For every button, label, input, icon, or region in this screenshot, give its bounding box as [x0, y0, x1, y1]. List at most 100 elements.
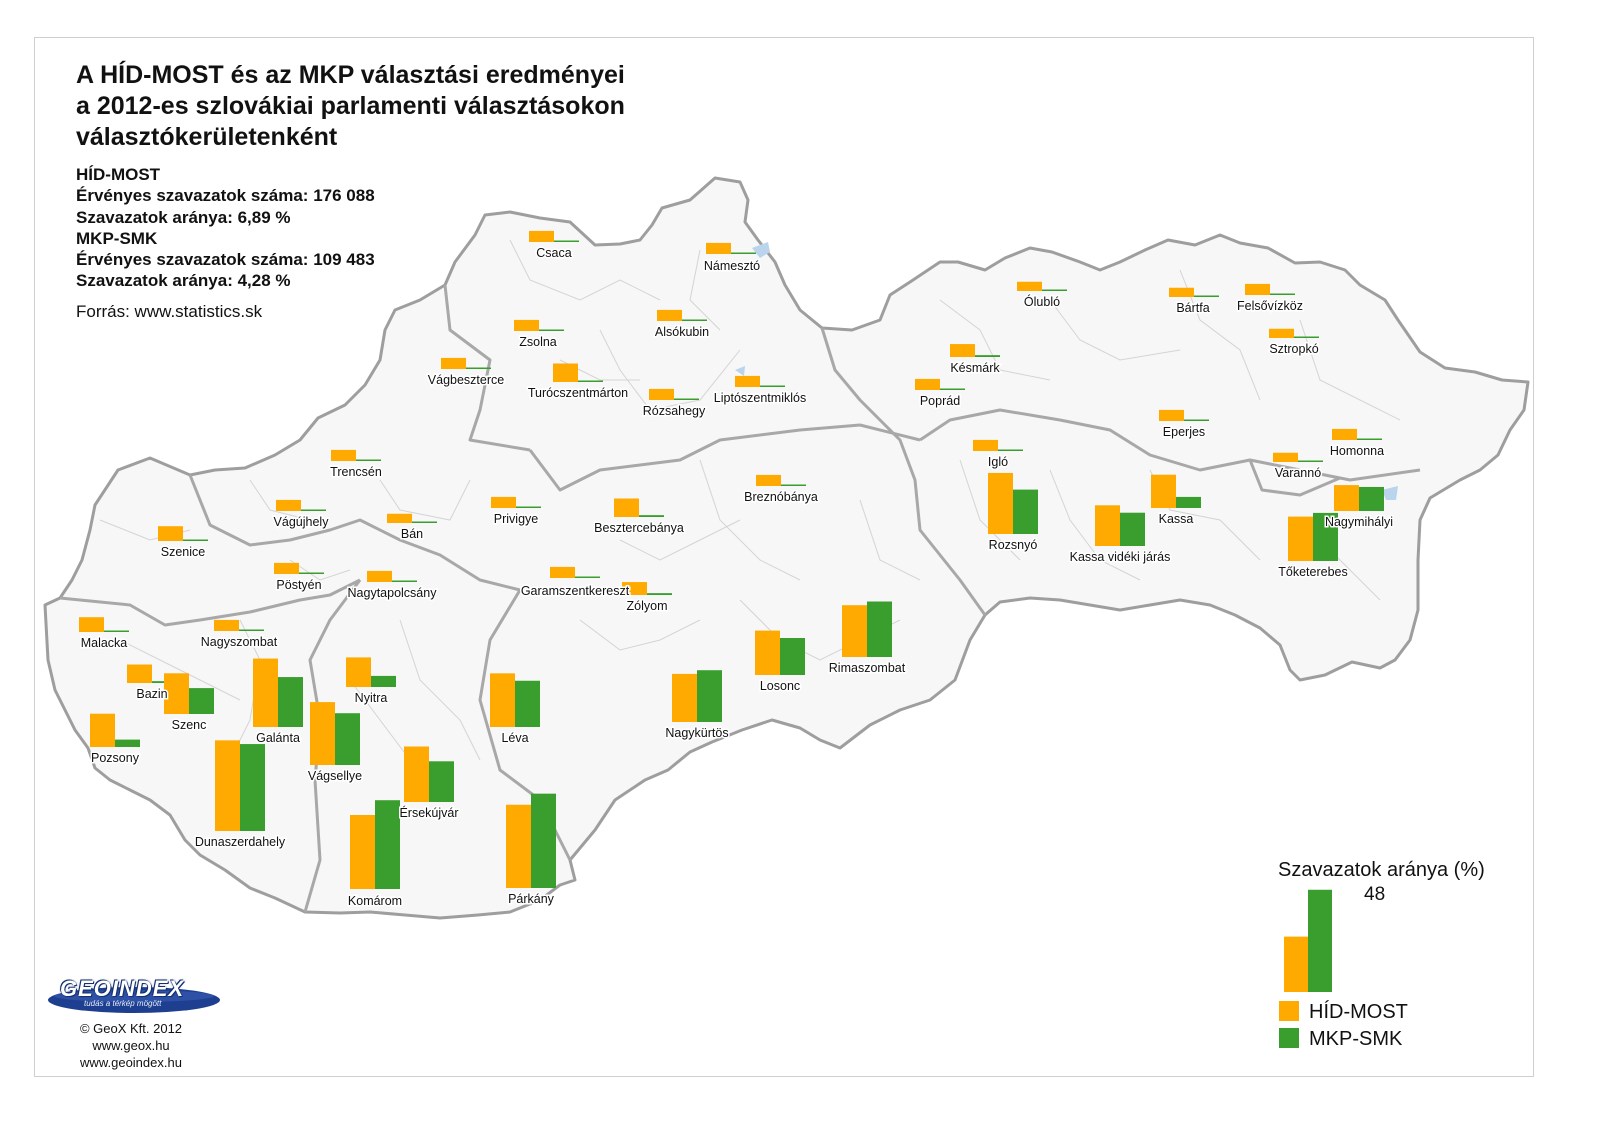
bar-mkp [998, 449, 1023, 451]
bar-mkp [1359, 486, 1384, 511]
bar-mkp [575, 576, 600, 578]
district-label: Nagykürtös [665, 726, 728, 740]
logo-tagline: tudás a térkép mögött [84, 999, 162, 1008]
bar-hid [1273, 452, 1298, 462]
link-geoindex[interactable]: www.geoindex.hu [80, 1055, 182, 1070]
district-label: Felsővízköz [1237, 299, 1303, 313]
bar-hid [215, 740, 240, 831]
party1-share: Szavazatok aránya: 6,89 % [76, 207, 291, 227]
border-zilina-bbystrica [528, 423, 921, 492]
bar-hid [756, 474, 781, 486]
bar-hid [915, 378, 940, 390]
bar-hid [1169, 287, 1194, 297]
bar-hid [614, 498, 639, 517]
copyright: © GeoX Kft. 2012 [79, 1021, 183, 1036]
district-label: Garamszentkereszt [521, 584, 630, 598]
bar-mkp [356, 459, 381, 461]
district-label: Eperjes [1163, 425, 1205, 439]
district-label: Párkány [508, 892, 555, 906]
bar-hid [331, 449, 356, 461]
bar-hid [553, 363, 578, 382]
bar-mkp [1042, 289, 1067, 291]
link-geox[interactable]: www.geox.hu [92, 1038, 170, 1053]
district-label: Szenice [161, 545, 206, 559]
district-label: Tőketerebes [1278, 565, 1347, 579]
bar-hid [127, 664, 152, 683]
bar-hid [441, 357, 466, 369]
bar-hid [1334, 485, 1359, 511]
bar-hid [649, 388, 674, 400]
legend-item-mkp: MKP-SMK [1279, 1028, 1402, 1051]
bar-mkp [1176, 496, 1201, 508]
bar-mkp [515, 680, 540, 727]
bar-mkp [466, 367, 491, 369]
bar-mkp [115, 739, 140, 747]
bar-hid [350, 815, 375, 889]
title-line: választókerületenként [76, 123, 338, 151]
district-label: Csaca [536, 246, 571, 260]
bar-mkp [867, 601, 892, 657]
district-label: Vágújhely [274, 515, 330, 529]
party2-name: MKP-SMK [76, 228, 158, 248]
bar-mkp [1298, 460, 1323, 462]
district-label: Sztropkó [1269, 342, 1318, 356]
logo-wordmark: GEOINDEX [60, 976, 185, 1001]
district-label: Liptószentmiklós [714, 391, 806, 405]
district-labels: Csaca Námesztó Zsolna Alsókubin Vágbeszterce… [79, 245, 1394, 910]
bar-mkp [516, 506, 541, 508]
district-label: Kassa [1159, 512, 1194, 526]
map-frame [34, 37, 1534, 1077]
bar-mkp [392, 580, 417, 582]
district-label: Námesztó [704, 259, 760, 273]
bar-hid [755, 630, 780, 675]
bar-hid [274, 562, 299, 574]
border-zilina-trencin [443, 284, 531, 452]
district-label: Zsolna [519, 335, 557, 349]
bar-mkp [1013, 489, 1038, 534]
source-note: Forrás: www.statistics.sk [76, 302, 263, 321]
legend-swatch-hid [1279, 1001, 1299, 1021]
bar-hid [672, 673, 697, 722]
bar-mkp [674, 398, 699, 400]
district-label: Malacka [81, 636, 128, 650]
bar-hid [1017, 281, 1042, 291]
bar-hid [1159, 409, 1184, 421]
district-label: Nagytapolcsány [348, 586, 438, 600]
geoindex-logo [48, 987, 220, 1013]
bar-hid [1269, 328, 1294, 338]
bar-mkp [371, 675, 396, 687]
bar-mkp [1294, 336, 1319, 338]
bar-mkp [299, 572, 324, 574]
bar-hid [367, 570, 392, 582]
border-bratislava-trnava [59, 578, 361, 627]
district-label: Szenc [172, 718, 207, 732]
district-label: Poprád [920, 394, 960, 408]
bar-mkp [531, 793, 556, 888]
bar-mkp [697, 670, 722, 722]
party2-share: Szavazatok aránya: 4,28 % [76, 271, 291, 291]
bar-hid [253, 658, 278, 727]
district-label: Trencsén [330, 465, 382, 479]
lake-icon [752, 242, 770, 258]
bar-hid [735, 375, 760, 387]
bar-mkp [975, 355, 1000, 357]
bar-hid [550, 566, 575, 578]
bar-mkp [554, 240, 579, 242]
bar-mkp [940, 388, 965, 390]
district-label: Komárom [348, 894, 402, 908]
bar-hid [491, 496, 516, 508]
district-label: Pozsony [91, 751, 140, 765]
legend-bar-hid [1284, 936, 1308, 992]
bar-hid [214, 619, 239, 631]
legend-label-hid: HÍD-MOST [1309, 1001, 1408, 1023]
district-boundaries [43, 176, 1530, 920]
bar-mkp [731, 252, 756, 254]
district-label: Bazin [136, 687, 167, 701]
legend-bar-mkp [1308, 889, 1332, 992]
credits: © GeoX Kft. 2012 www.geox.hu www.geoinde… [66, 1020, 196, 1071]
bar-hid [346, 657, 371, 687]
bar-hid [657, 309, 682, 321]
bar-mkp [375, 800, 400, 889]
bar-mkp [278, 677, 303, 727]
